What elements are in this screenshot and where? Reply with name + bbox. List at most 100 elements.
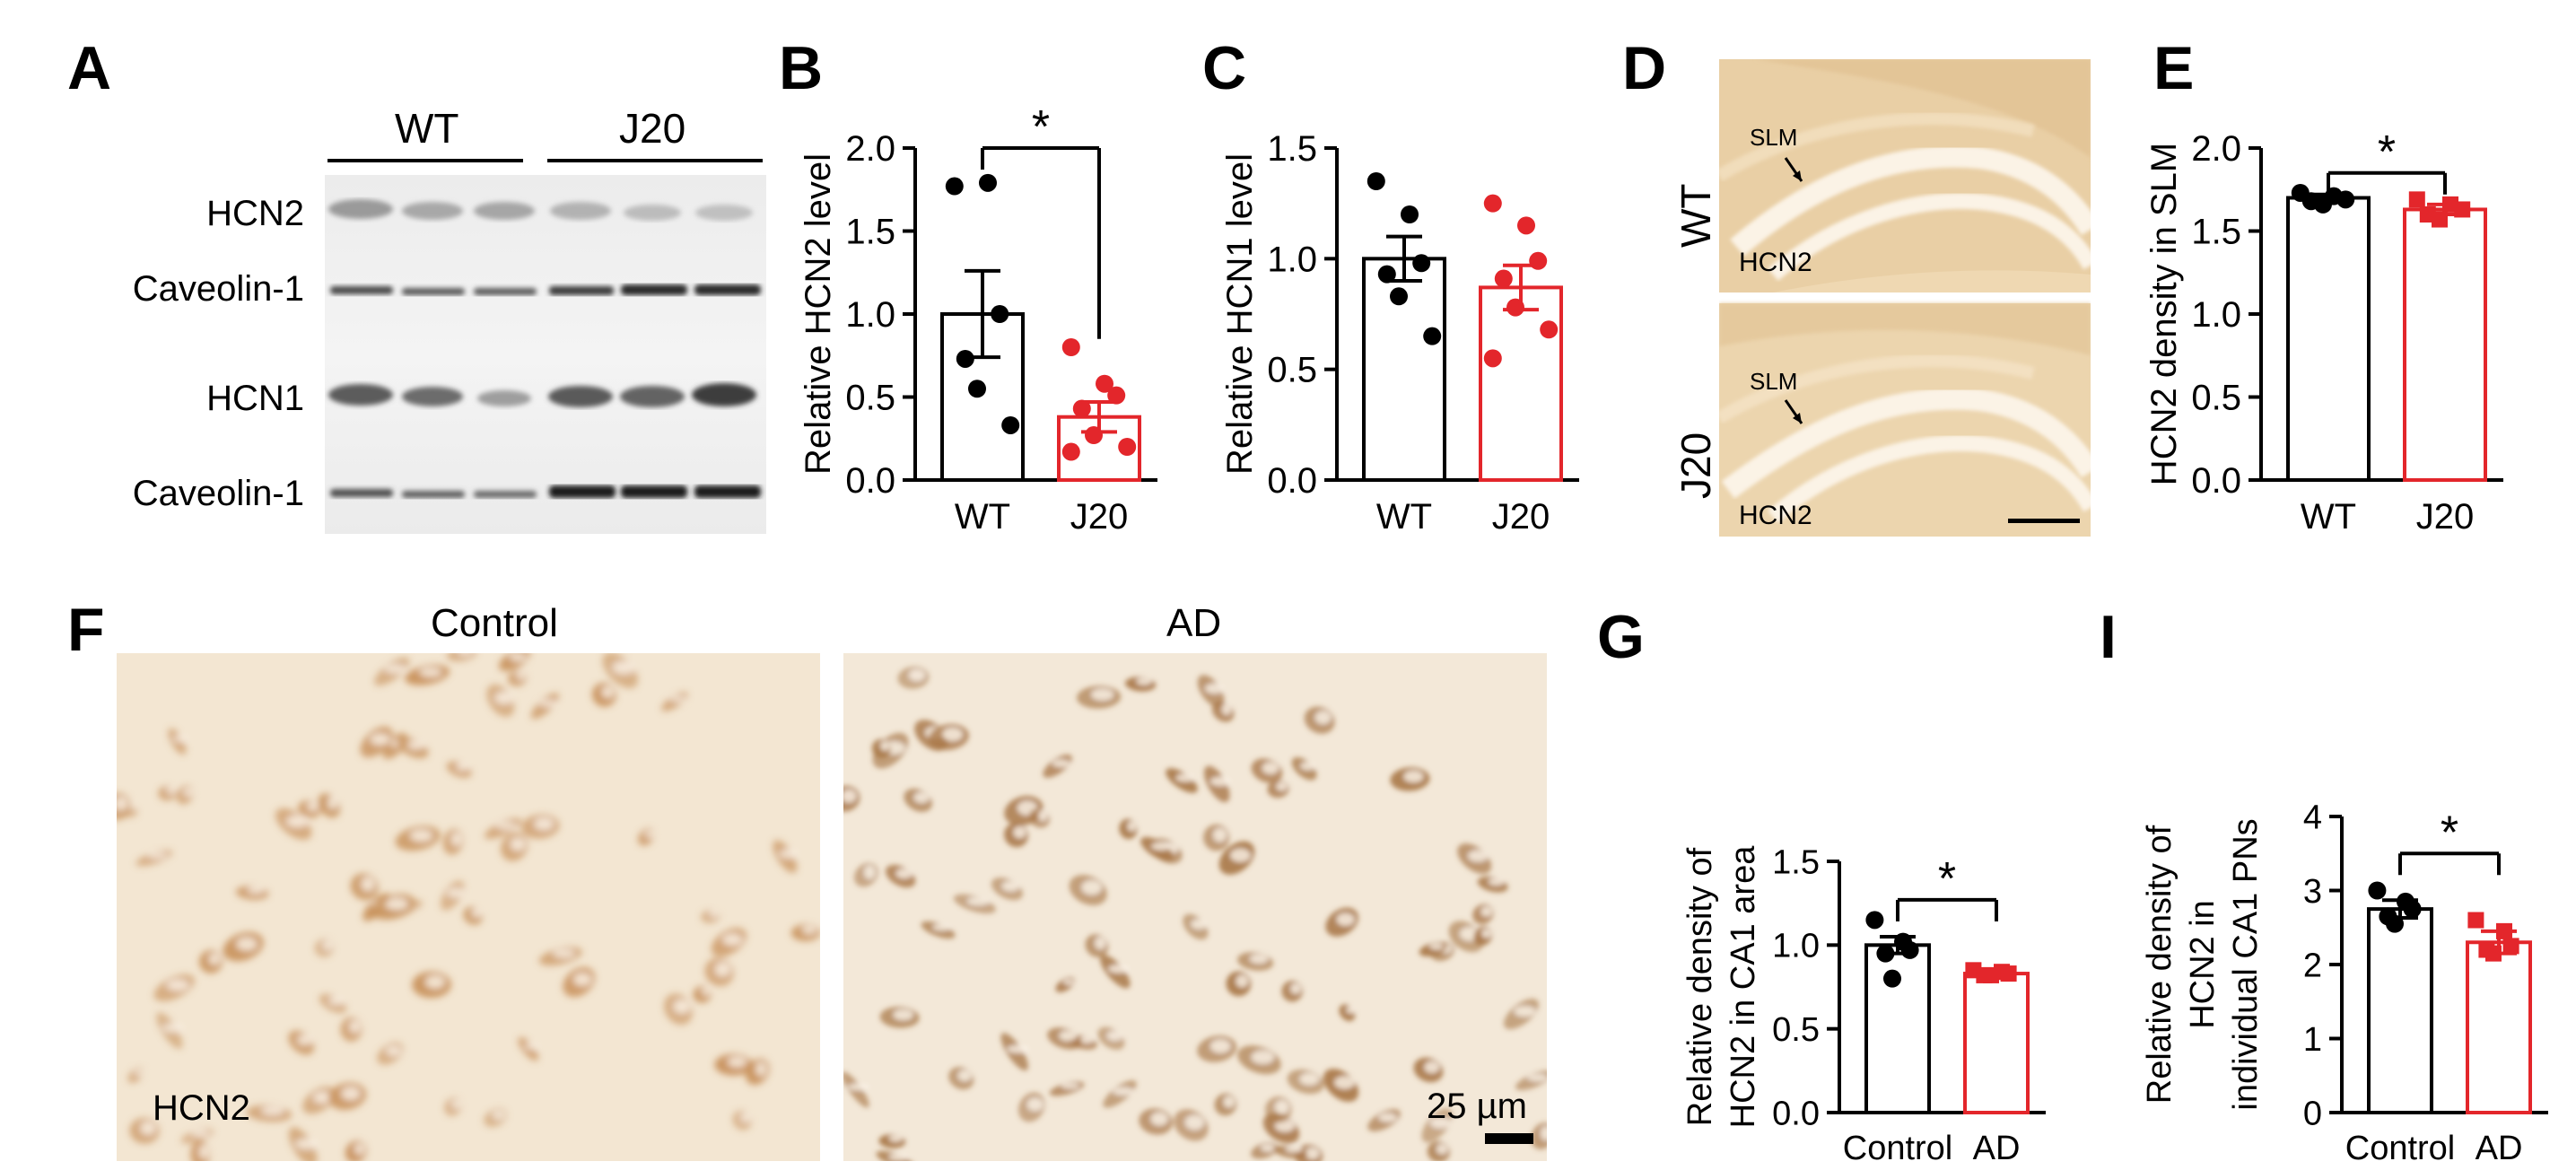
panel-letter-f: F [67, 596, 105, 664]
cell-nucleus [942, 728, 963, 741]
cell-nucleus [456, 763, 470, 771]
blot-label-caveolin-1: Caveolin-1 [132, 269, 304, 309]
y-tick-label: 1.0 [1772, 928, 1820, 965]
cell-nucleus [198, 1145, 209, 1159]
cell-nucleus [1191, 919, 1207, 930]
blot-label-hcn2: HCN2 [206, 194, 304, 233]
bar-wt [940, 312, 1025, 482]
x-tick-label: Control [2345, 1130, 2456, 1166]
cell-nucleus [709, 910, 720, 917]
cell-nucleus [510, 837, 526, 851]
cell-nucleus [967, 897, 990, 905]
cell-nucleus [1223, 1096, 1235, 1108]
scale-label-f: 25 µm [1427, 1087, 1527, 1126]
significance-star: * [1032, 101, 1050, 153]
cell-nucleus [286, 816, 309, 827]
panel-letter-e: E [2153, 34, 2195, 102]
y-axis-label: Relative density of [2141, 825, 2179, 1104]
y-axis-label: individual CA1 PNs [2227, 818, 2265, 1110]
data-point [2336, 190, 2355, 209]
hippocampus-wt-image [1719, 59, 2091, 292]
x-tick-label: J20 [2416, 497, 2475, 537]
y-tick-label: 3 [2303, 873, 2322, 911]
cell-nucleus [779, 850, 799, 859]
cell-nucleus [1007, 1045, 1029, 1053]
data-point [1423, 327, 1442, 345]
cell-nucleus [1091, 688, 1113, 701]
panel-d-row-labels: WT J20 [1672, 183, 1719, 499]
cell-nucleus [1038, 809, 1048, 821]
y-axis-label: Relative HCN1 level [1220, 153, 1260, 475]
data-point [1517, 216, 1535, 235]
cell-nucleus [509, 653, 528, 661]
data-point [2485, 945, 2502, 962]
cell-nucleus [893, 1009, 913, 1020]
cell-nucleus [644, 831, 655, 838]
panel-letter-c: C [1202, 34, 1247, 102]
cell-nucleus [755, 1061, 767, 1077]
blot-group-wt: WT [395, 105, 459, 152]
cell-nucleus [1095, 937, 1106, 949]
data-point [2403, 900, 2422, 919]
data-point [1390, 287, 1408, 306]
data-point [1865, 911, 1884, 930]
hcn1-bands [328, 383, 756, 407]
data-point [1367, 172, 1385, 190]
cell-nucleus [1113, 1087, 1134, 1096]
slm-arrowhead-j20 [1793, 413, 1802, 423]
cell-nucleus [1300, 762, 1315, 771]
data-point [1529, 251, 1548, 270]
y-tick-label: 0.5 [1267, 351, 1317, 390]
cell-nucleus [173, 736, 188, 742]
data-point [1876, 944, 1895, 963]
data-point [1483, 349, 1502, 368]
cell-nucleus [909, 669, 925, 681]
panel-letter-b: B [779, 34, 824, 102]
cell-nucleus [895, 869, 913, 878]
cell-nucleus [183, 788, 194, 797]
data-point [1494, 269, 1513, 288]
cell-nucleus [349, 1020, 361, 1034]
cell-nucleus [458, 653, 472, 656]
stain-label-wt: HCN2 [1739, 248, 1812, 277]
cell-nucleus [493, 1111, 505, 1120]
cell-nucleus [1429, 943, 1444, 950]
chart-e: 0.0 0.5 1.0 1.5 2.0 WT J20 * HCN2 density in SLM [2144, 127, 2503, 537]
title-ad: AD [1166, 601, 1222, 645]
data-point [2314, 195, 2332, 214]
cell-nucleus [419, 668, 442, 677]
data-point [2000, 965, 2017, 982]
cell-nucleus [1424, 1061, 1440, 1074]
cell-nucleus [494, 692, 513, 704]
data-point [1900, 940, 1919, 959]
cell-nucleus [1108, 965, 1130, 974]
y-tick-label: 0.5 [2191, 379, 2241, 418]
cell-nucleus [1436, 1143, 1448, 1155]
cell-nucleus [1059, 1030, 1078, 1041]
chart-c: 0.0 0.5 1.0 1.5 WT J20 Relative HCN1 level [1220, 129, 1579, 537]
bar-j20 [1479, 285, 1563, 482]
cell-nucleus [1262, 762, 1279, 774]
scale-bar-f [1485, 1133, 1533, 1144]
cell-nucleus [1261, 1144, 1275, 1152]
data-point [2386, 914, 2404, 933]
cell-nucleus [913, 792, 930, 803]
cell-nucleus [1230, 848, 1251, 862]
cell-nucleus [1127, 821, 1137, 832]
cell-nucleus [471, 908, 482, 918]
data-point [1118, 438, 1137, 456]
x-tick-label: WT [1376, 497, 1432, 537]
caveolin-bands-2 [330, 485, 761, 498]
cell-nucleus [932, 923, 951, 931]
bar-control [2367, 907, 2433, 1114]
y-tick-label: 0.0 [2191, 461, 2241, 501]
panel-letter-d: D [1622, 34, 1667, 102]
data-point [1401, 205, 1419, 223]
cell-nucleus [1052, 759, 1070, 767]
slm-label-wt: SLM [1750, 124, 1797, 151]
blot-label-caveolin-1-second: Caveolin-1 [132, 474, 304, 513]
cell-nucleus [1299, 1073, 1319, 1086]
x-tick-label: AD [1973, 1130, 2021, 1166]
cell-nucleus [1081, 880, 1102, 895]
data-point [956, 349, 974, 368]
